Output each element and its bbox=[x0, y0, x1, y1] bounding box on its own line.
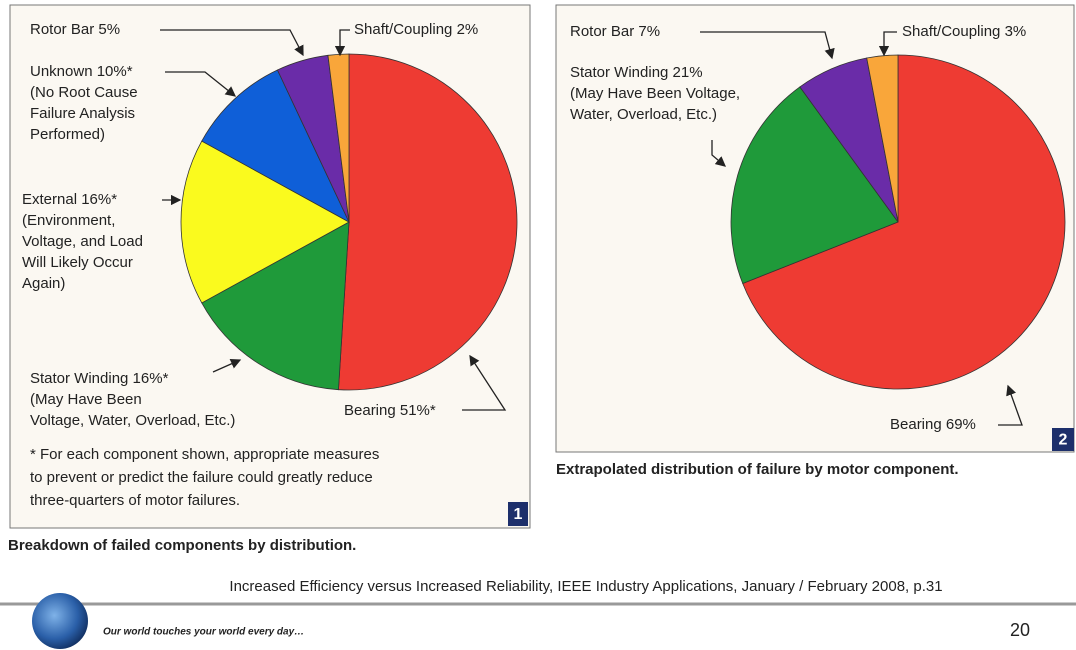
figure-number: 2 bbox=[1059, 432, 1068, 449]
slice-label: Stator Winding 21% bbox=[570, 64, 703, 81]
caption: Breakdown of failed components by distri… bbox=[8, 537, 356, 554]
footnote: * For each component shown, appropriate … bbox=[30, 446, 379, 463]
slice-note: Failure Analysis bbox=[30, 105, 135, 122]
slice-label: Shaft/Coupling 2% bbox=[354, 21, 478, 38]
slice-note: Voltage, Water, Overload, Etc.) bbox=[30, 412, 235, 429]
slice-label: Rotor Bar 7% bbox=[570, 23, 660, 40]
slice-note: Again) bbox=[22, 275, 65, 292]
slice-note: (May Have Been bbox=[30, 391, 142, 408]
slide: Increased Efficiency versus Increased Re… bbox=[0, 0, 1076, 650]
slice-label: Unknown 10%* bbox=[30, 63, 133, 80]
slice-note: Performed) bbox=[30, 126, 105, 143]
page-number: 20 bbox=[1010, 620, 1030, 640]
slice-note: (Environment, bbox=[22, 212, 115, 229]
slice-note: Water, Overload, Etc.) bbox=[570, 106, 717, 123]
slice-label: Shaft/Coupling 3% bbox=[902, 23, 1026, 40]
globe-logo bbox=[32, 593, 88, 649]
slice-note: Voltage, and Load bbox=[22, 233, 143, 250]
slice-note: Will Likely Occur bbox=[22, 254, 133, 271]
slice-label: Rotor Bar 5% bbox=[30, 21, 120, 38]
figure-number: 1 bbox=[514, 506, 523, 523]
slice-label: Bearing 51%* bbox=[344, 402, 436, 419]
source: Increased Efficiency versus Increased Re… bbox=[229, 578, 942, 595]
slice-label: Bearing 69% bbox=[890, 416, 976, 433]
tagline: Our world touches your world every day… bbox=[103, 627, 304, 638]
slice-note: (May Have Been Voltage, bbox=[570, 85, 740, 102]
footnote: three-quarters of motor failures. bbox=[30, 492, 240, 509]
slice-label: Stator Winding 16%* bbox=[30, 370, 169, 387]
caption: Extrapolated distribution of failure by … bbox=[556, 461, 959, 478]
footnote: to prevent or predict the failure could … bbox=[30, 469, 373, 486]
slice-note: (No Root Cause bbox=[30, 84, 138, 101]
slice-label: External 16%* bbox=[22, 191, 117, 208]
